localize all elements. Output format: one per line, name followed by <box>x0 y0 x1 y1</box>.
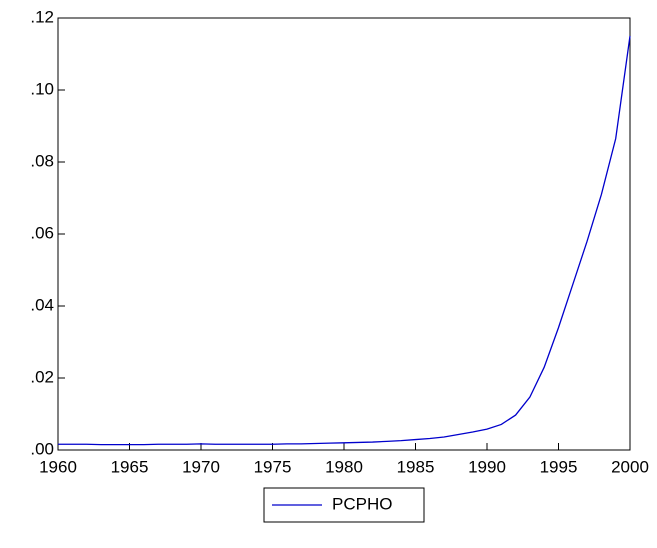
x-tick-label: 1970 <box>182 457 220 476</box>
x-tick-label: 1960 <box>39 457 77 476</box>
plot-frame <box>57 17 631 451</box>
y-tick-label: .12 <box>30 7 54 26</box>
x-tick-label: 1985 <box>397 457 435 476</box>
x-tick-label: 1990 <box>468 457 506 476</box>
x-tick-label: 2000 <box>611 457 649 476</box>
legend-label: PCPHO <box>332 494 392 513</box>
y-tick-label: .04 <box>30 295 54 314</box>
y-tick-label: .10 <box>30 79 54 98</box>
x-tick-label: 1995 <box>540 457 578 476</box>
y-tick-label: .02 <box>30 367 54 386</box>
x-tick-label: 1980 <box>325 457 363 476</box>
x-tick-label: 1965 <box>111 457 149 476</box>
y-tick-label: .06 <box>30 223 54 242</box>
y-tick-label: .08 <box>30 151 54 170</box>
y-tick-label: .00 <box>30 439 54 458</box>
x-tick-label: 1975 <box>254 457 292 476</box>
series-line <box>58 35 631 446</box>
